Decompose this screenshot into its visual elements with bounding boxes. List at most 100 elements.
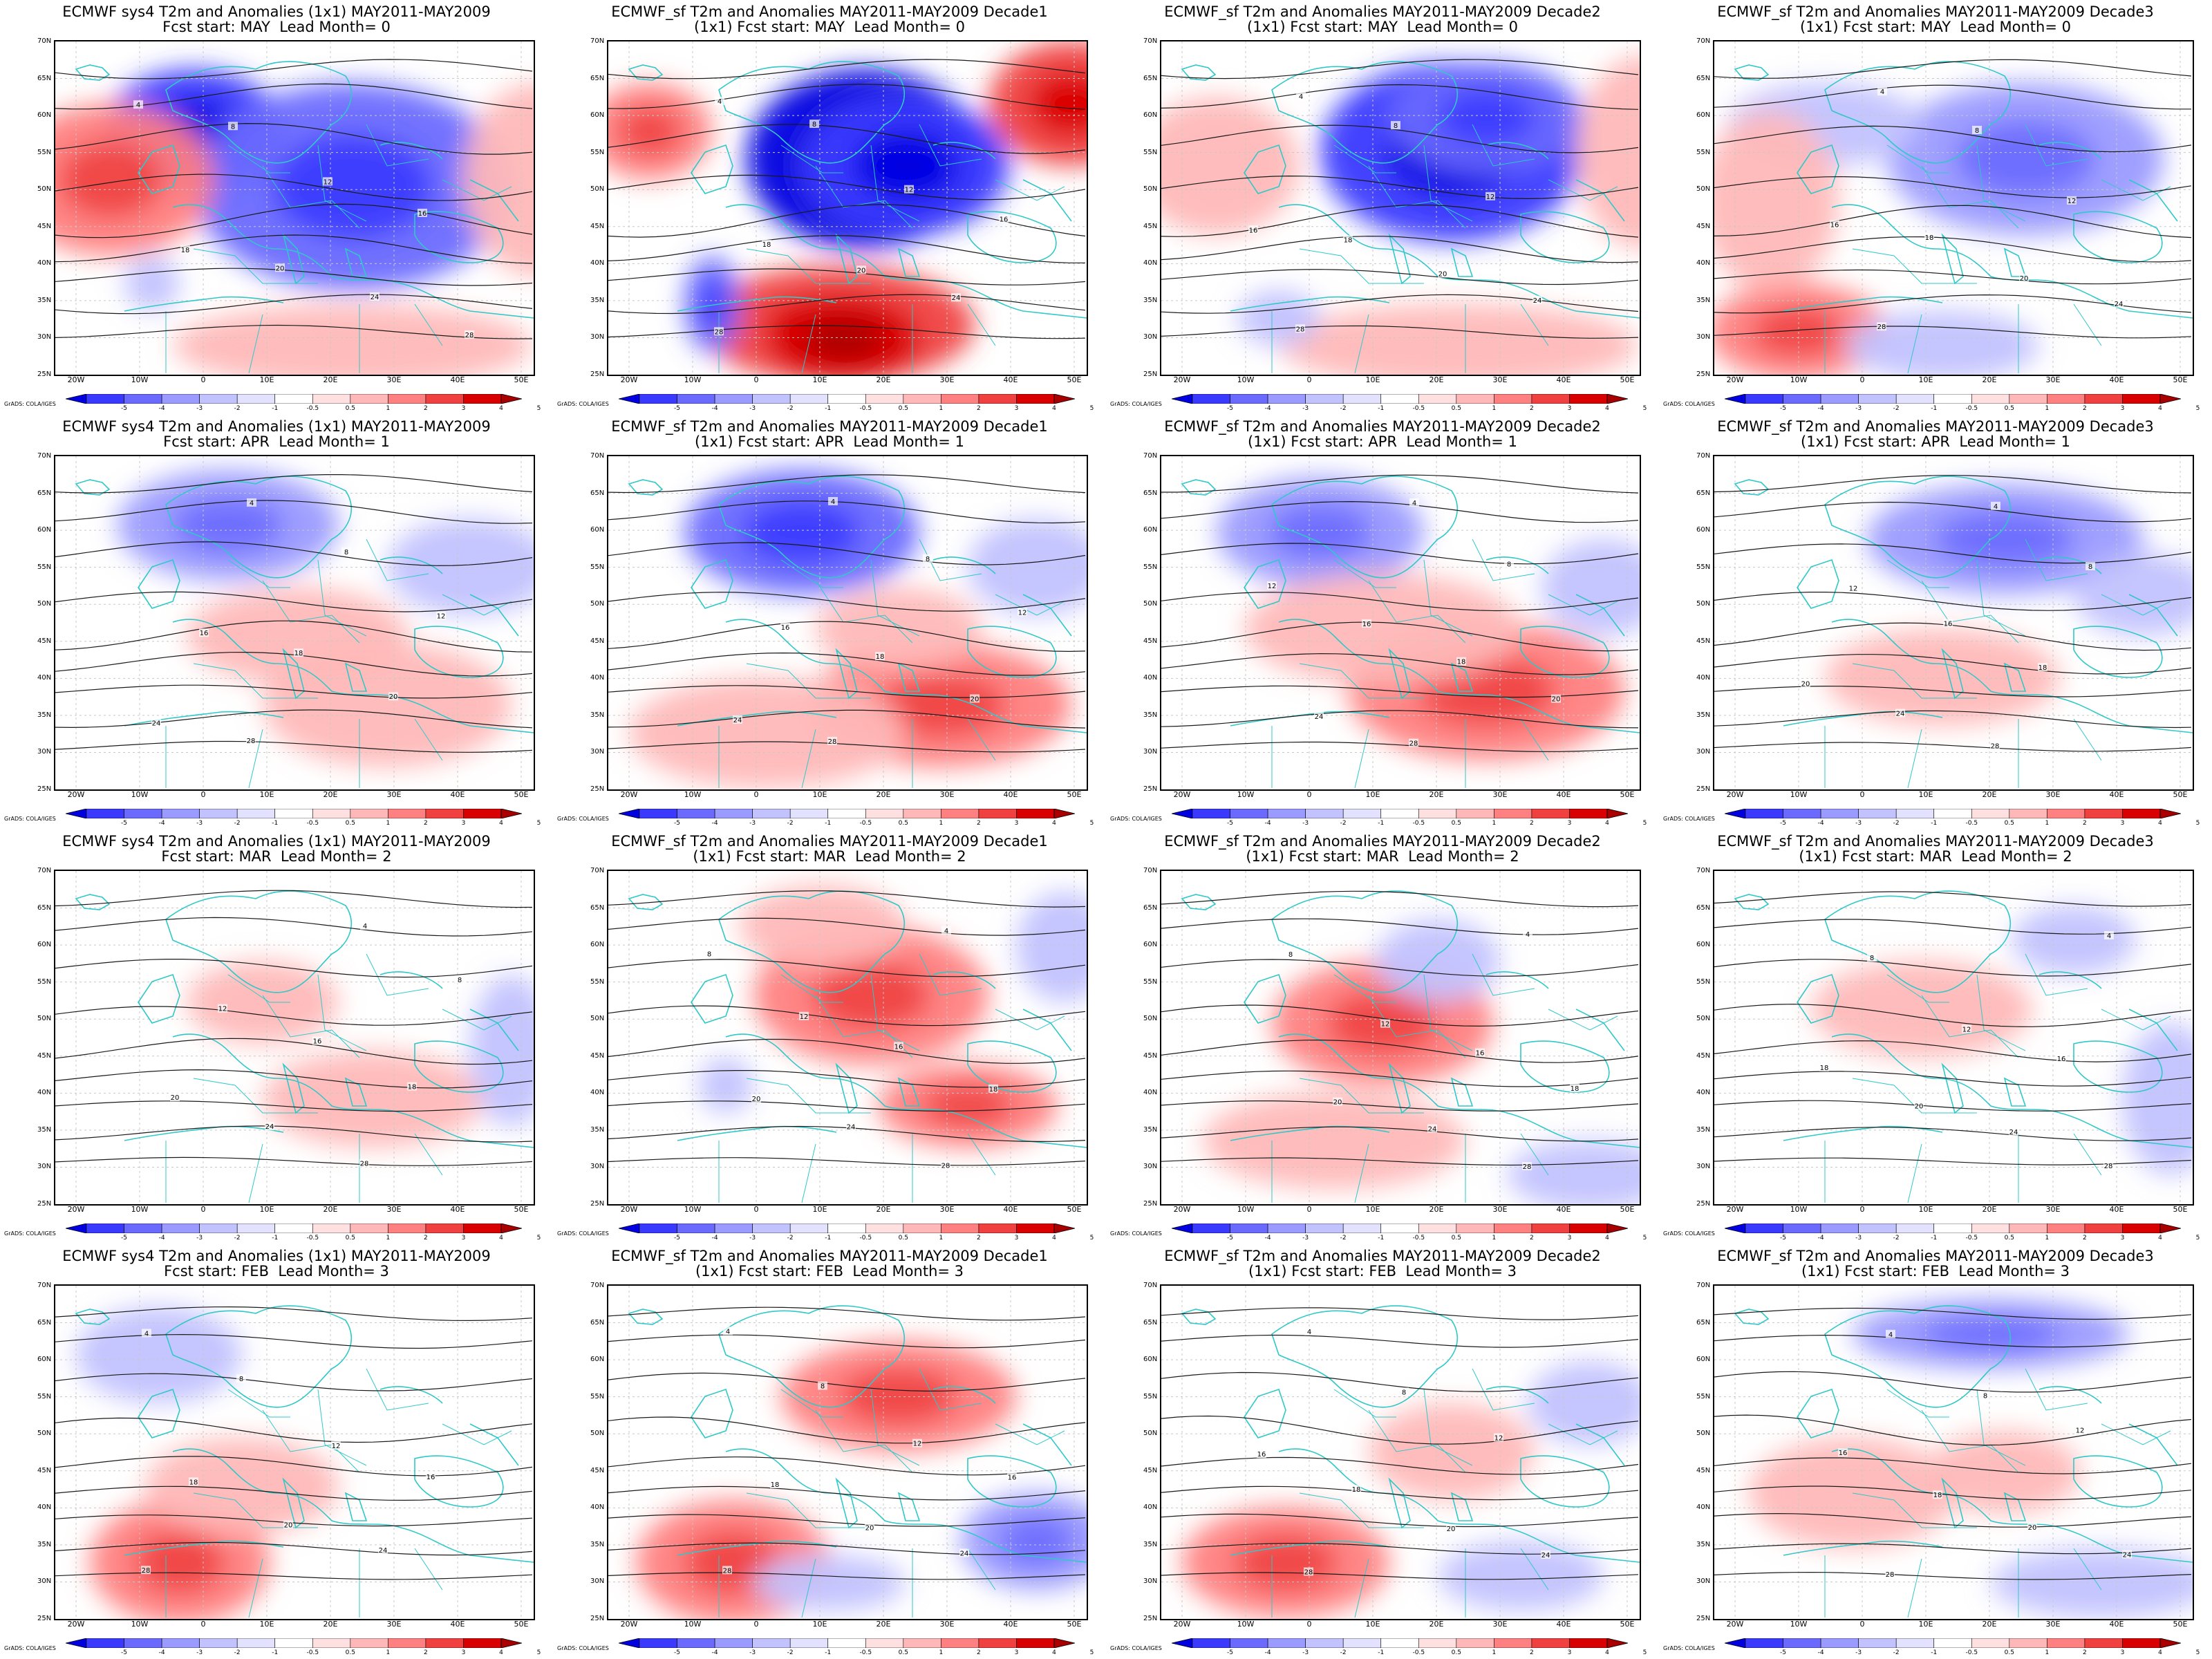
colorbar-swatch <box>199 809 238 818</box>
lon-label: 30E <box>386 790 402 799</box>
lon-label: 40E <box>1556 375 1571 384</box>
lat-label: 50N <box>37 1015 52 1023</box>
contour-label: 8 <box>926 556 930 563</box>
lat-label: 55N <box>37 1392 52 1400</box>
anomaly-region <box>463 83 534 276</box>
colorbar-label: 4 <box>2158 820 2162 827</box>
isotherm-contours <box>1714 475 2192 752</box>
colorbar-label: -5 <box>1780 820 1787 827</box>
contour-label: 24 <box>379 1547 388 1555</box>
colorbar-label: 4 <box>1052 1235 1056 1241</box>
contour-label: 12 <box>332 1443 341 1450</box>
lon-label: 30E <box>1492 1205 1508 1214</box>
graticule <box>1161 871 1640 1204</box>
panel-title: ECMWF_sf T2m and Anomalies MAY2011-MAY20… <box>1659 1248 2212 1279</box>
lon-label: 20W <box>620 375 638 384</box>
panel-title-line-2: (1x1) Fcst start: MAR Lead Month= 2 <box>693 848 966 865</box>
colorbar-swatch <box>1858 1638 1897 1648</box>
forecast-panel-11: ECMWF_sf T2m and Anomalies MAY2011-MAY20… <box>1106 830 1659 1244</box>
lat-label: 50N <box>1696 1430 1711 1438</box>
contour-label: 16 <box>418 210 427 218</box>
colorbar <box>1172 1224 1628 1233</box>
lon-label: 40E <box>2109 790 2124 799</box>
contour-label: 18 <box>1344 236 1353 244</box>
panel-title-line-1: ECMWF_sf T2m and Anomalies MAY2011-MAY20… <box>1717 418 2154 435</box>
lat-label: 35N <box>1143 1540 1158 1548</box>
graticule <box>1714 456 2193 789</box>
colorbar-label: 4 <box>499 820 503 827</box>
colorbar-label: 3 <box>1014 1235 1019 1241</box>
lat-label: 40N <box>1143 674 1158 682</box>
grads-credit: GrADS: COLA/IGES <box>1663 1230 1715 1237</box>
colorbar-label: -0.5 <box>1965 1235 1978 1241</box>
lon-label: 30E <box>386 1205 402 1214</box>
colorbar-label: -1 <box>1931 1649 1938 1656</box>
lat-label: 25N <box>1143 1200 1158 1208</box>
colorbar-swatch <box>865 1638 904 1648</box>
map-canvas: 4 8 12 16 18 20 24 28 <box>608 1286 1087 1619</box>
colorbar-label: 1 <box>386 820 391 827</box>
colorbar-label: -2 <box>787 1649 794 1656</box>
colorbar-swatch <box>752 394 791 404</box>
colorbar-label: -5 <box>121 405 128 412</box>
colorbar-label: 0.5 <box>2004 405 2014 412</box>
panel-title-line-1: ECMWF_sf T2m and Anomalies MAY2011-MAY20… <box>1164 418 1601 435</box>
lon-label: 20W <box>1726 1205 1744 1214</box>
contour-label: 24 <box>265 1123 274 1131</box>
contour-label: 28 <box>1304 1569 1313 1577</box>
contour-label: 12 <box>1849 585 1858 592</box>
lat-label: 50N <box>590 600 605 608</box>
colorbar-label: -2 <box>234 1649 241 1656</box>
contour-label: 12 <box>2076 1427 2085 1434</box>
colorbar-swatch <box>1305 394 1344 404</box>
colorbar-swatch <box>274 394 313 404</box>
lat-label: 50N <box>1143 600 1158 608</box>
anomaly-core <box>923 1085 1013 1127</box>
colorbar-swatch <box>978 1224 1017 1233</box>
lat-label: 60N <box>1143 1356 1158 1364</box>
panel-title: ECMWF_sf T2m and Anomalies MAY2011-MAY20… <box>1106 4 1659 35</box>
colorbar-swatch <box>1971 1224 2010 1233</box>
lon-label: 20E <box>1429 1205 1444 1214</box>
colorbar-arrow-left <box>1172 1224 1193 1233</box>
colorbar-swatch <box>2009 1224 2047 1233</box>
colorbar-swatch <box>714 809 753 818</box>
panel-title-line-2: Fcst start: APR Lead Month= 1 <box>163 433 390 450</box>
colorbar-label: 2 <box>424 1235 428 1241</box>
colorbar-arrow-right <box>500 1224 522 1233</box>
colorbar-swatch <box>161 394 200 404</box>
colorbar-label: -5 <box>1227 405 1234 412</box>
contour-label: 12 <box>1268 583 1277 590</box>
anomaly-region <box>1811 961 2032 1058</box>
lon-label: 20E <box>323 790 338 799</box>
graticule <box>55 456 534 789</box>
colorbar-swatch <box>1933 1638 1972 1648</box>
lon-label: 10W <box>1790 1620 1808 1629</box>
colorbar-arrow-right <box>1053 1224 1075 1233</box>
contour-label: 18 <box>1571 1085 1580 1093</box>
colorbar-arrow-left <box>66 1224 87 1233</box>
contour-label: 20 <box>1333 1099 1342 1107</box>
lat-label: 50N <box>37 1430 52 1438</box>
colorbar-swatch <box>865 809 904 818</box>
colorbar-swatch <box>1895 809 1935 818</box>
anomaly-region <box>1507 1141 1640 1204</box>
colorbar-label: 1 <box>2045 1649 2050 1656</box>
colorbar-swatch <box>1494 809 1533 818</box>
lon-label: 30E <box>2045 1205 2061 1214</box>
colorbar-label: 0.5 <box>898 820 908 827</box>
lon-label: 10E <box>259 375 274 384</box>
coastlines <box>628 1305 1087 1618</box>
contour-label: 18 <box>2038 664 2047 672</box>
colorbar-label: 1 <box>386 1649 391 1656</box>
lat-label: 45N <box>37 1051 52 1060</box>
contour-label: 16 <box>1362 621 1371 628</box>
colorbar <box>619 394 1075 404</box>
anomaly-map: 4 8 12 16 18 20 24 28 <box>54 40 535 376</box>
colorbar-label: 1 <box>1492 1649 1497 1656</box>
contour-label: 4 <box>1526 931 1530 939</box>
lon-label: 50E <box>2173 1620 2188 1629</box>
lon-label: 20E <box>1429 790 1444 799</box>
colorbar <box>66 1224 522 1233</box>
colorbar-swatch <box>350 1638 388 1648</box>
